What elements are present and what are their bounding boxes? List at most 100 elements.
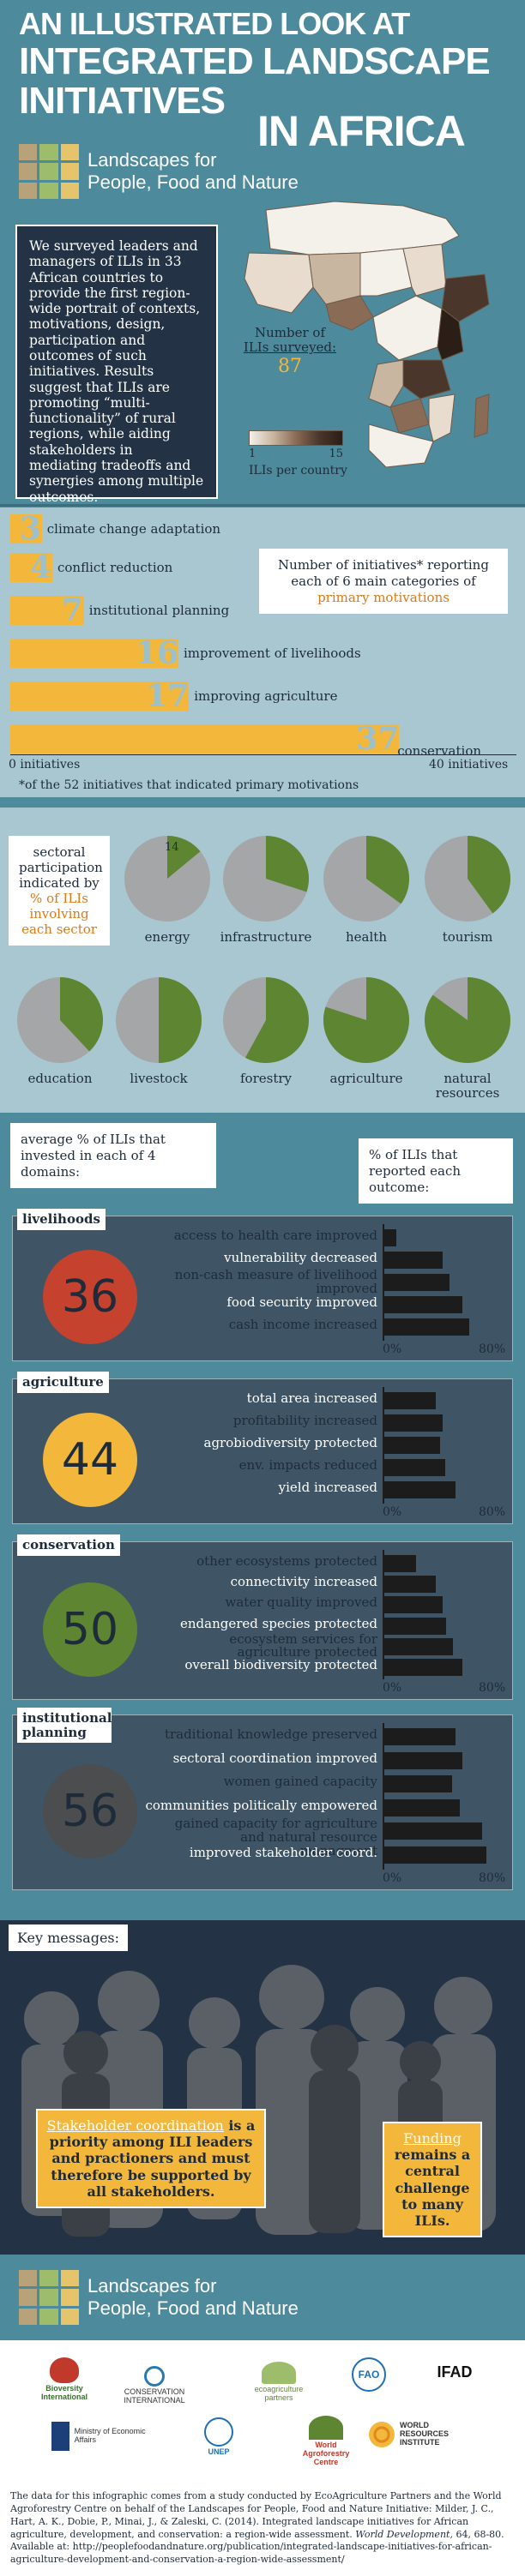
motivation-value: 7 <box>61 592 83 628</box>
ecoag-icon <box>262 2362 296 2384</box>
outcome-label: water quality improved <box>225 1594 377 1611</box>
outcome-label: women gained capacity <box>223 1774 377 1789</box>
sectoral-callout: sectoral participation indicated by % of… <box>9 836 110 946</box>
outcome-label: connectivity increased <box>230 1574 377 1590</box>
outcome-bar <box>383 1414 443 1432</box>
map-ethiopia <box>441 273 490 322</box>
motivations-footnote: *of the 52 initiatives that indicated pr… <box>19 778 359 792</box>
legend-caption: ILIs per country <box>249 464 347 477</box>
outcome-bar <box>383 1481 456 1498</box>
footer-logo-line-1: Landscapes for <box>88 2274 217 2297</box>
outcome-label: env. impacts reduced <box>238 1457 377 1473</box>
motivations-axis-line <box>10 754 516 755</box>
domain-average-value: 36 <box>43 1250 137 1344</box>
outcome-bar <box>383 1596 443 1614</box>
outcome-bar <box>383 1296 462 1313</box>
sector-pie: agriculture <box>319 977 413 1086</box>
outcome-label: agrobiodiversity protected <box>203 1435 377 1450</box>
outcome-bar <box>383 1229 396 1246</box>
key-message-funding-lead: Funding <box>403 2130 462 2147</box>
outcome-bar <box>383 1798 460 1816</box>
title-line-4: IN AFRICA <box>257 107 466 155</box>
motivation-label: conflict reduction <box>57 560 173 575</box>
map-mozambique <box>428 393 456 442</box>
sector-pie-label: health <box>346 929 387 945</box>
domain-average-value: 44 <box>43 1413 137 1507</box>
legend-min: 1 <box>249 447 256 460</box>
map-central <box>372 295 443 361</box>
motivations-axis-min: 0 initiatives <box>9 758 81 772</box>
sector-pie-label: education <box>27 1071 93 1086</box>
domains-left-callout: average % of ILIs that invested in each … <box>10 1123 216 1189</box>
logo-line-2: People, Food and Nature <box>88 171 299 193</box>
motivation-bar <box>10 596 84 625</box>
africa-map <box>244 201 490 468</box>
outcome-axis-line <box>383 1723 384 1870</box>
outcome-bar <box>383 1252 443 1269</box>
outcome-bar <box>383 1658 462 1676</box>
sector-pie-slice <box>468 836 510 914</box>
outcome-bar <box>383 1555 416 1572</box>
unep-icon <box>204 2417 233 2447</box>
partner-ci-label: CONSERVATION INTERNATIONAL <box>124 2387 185 2405</box>
outcome-bar <box>383 1576 436 1594</box>
outcome-label: endangered species protected <box>180 1615 377 1631</box>
partner-ecoag-label: ecoagriculture partners <box>254 2385 304 2402</box>
motivation-bar <box>10 514 42 543</box>
outcome-bar <box>383 1846 486 1864</box>
footer-logo-band <box>0 2255 525 2340</box>
motivation-bar <box>10 639 178 668</box>
lpfn-logo-icon <box>19 144 79 199</box>
partner-mea-label: Ministry of Economic Affairs <box>74 2427 146 2444</box>
sector-pie-graphic <box>223 977 309 1063</box>
citation-text: The data for this infographic comes from… <box>10 2490 502 2540</box>
domains-left-callout-text: average % of ILIs that invested in each … <box>21 1132 166 1180</box>
domains-right-callout: % of ILIs that reported each outcome: <box>359 1138 513 1204</box>
mea-icon <box>51 2422 69 2451</box>
sector-pie-label: agriculture <box>329 1071 403 1086</box>
surveyed-label-2: ILIs surveyed: <box>243 339 337 356</box>
key-message-stakeholder: Stakeholder coordination is a priority a… <box>36 2109 266 2208</box>
key-messages-title: Key messages: <box>9 1924 129 1951</box>
outcome-label: profitability increased <box>232 1413 377 1428</box>
partner-bioversity: Bioversity International <box>34 2357 94 2402</box>
sector-pie: education <box>13 977 107 1086</box>
outcome-bar <box>383 1459 445 1476</box>
partner-icraf-label: World Agroforestry Centre <box>302 2441 350 2466</box>
sector-pie: natural resources <box>420 977 515 1102</box>
title-line-3: INITIATIVES <box>19 80 226 122</box>
sectoral-callout-text: sectoral participation indicated by <box>19 844 103 891</box>
partner-ecoag: ecoagriculture partners <box>240 2362 317 2403</box>
sector-pie-graphic <box>425 836 510 922</box>
key-message-funding-rest: remains a central challenge to many ILIs… <box>394 2147 471 2229</box>
sector-pie-slice <box>323 977 409 1063</box>
map-sudan <box>402 243 447 297</box>
outcome-label: traditional knowledge preserved <box>164 1726 377 1742</box>
sector-pie-slice <box>425 977 510 1063</box>
motivation-bar <box>10 553 52 582</box>
title-line-1: AN ILLUSTRATED LOOK AT <box>19 6 410 41</box>
map-kenya <box>437 308 464 361</box>
map-tanzania <box>402 359 451 399</box>
outcome-bar <box>383 1751 462 1769</box>
map-sahel <box>359 248 413 297</box>
sector-pie: 14 energy <box>120 836 214 945</box>
map-south <box>368 423 434 468</box>
sector-pie-label: livestock <box>130 1071 188 1086</box>
sector-pie: livestock <box>112 977 206 1086</box>
key-message-funding: Funding remains a central challenge to m… <box>383 2122 482 2238</box>
citation-journal: World Development, <box>355 2528 453 2540</box>
partner-bioversity-label: Bioversity International <box>40 2384 88 2401</box>
outcome-axis-max: 80% <box>479 1871 506 1885</box>
sector-pie-label: energy <box>144 929 190 945</box>
partner-icraf: World Agroforestry Centre <box>292 2416 360 2467</box>
motivations-callout-text: Number of initiatives* reporting each of… <box>278 557 489 589</box>
motivation-bar <box>10 724 400 754</box>
outcome-label: ecosystem services for agriculture prote… <box>229 1630 377 1660</box>
outcome-bar <box>383 1392 436 1409</box>
partner-ifad: IFAD <box>425 2363 485 2381</box>
fao-icon: FAO <box>352 2357 386 2392</box>
title-line-2: INTEGRATED LANDSCAPE <box>19 40 491 82</box>
outcome-bar <box>383 1617 447 1635</box>
sectoral-callout-emph: % of ILIs involving each sector <box>21 891 97 937</box>
